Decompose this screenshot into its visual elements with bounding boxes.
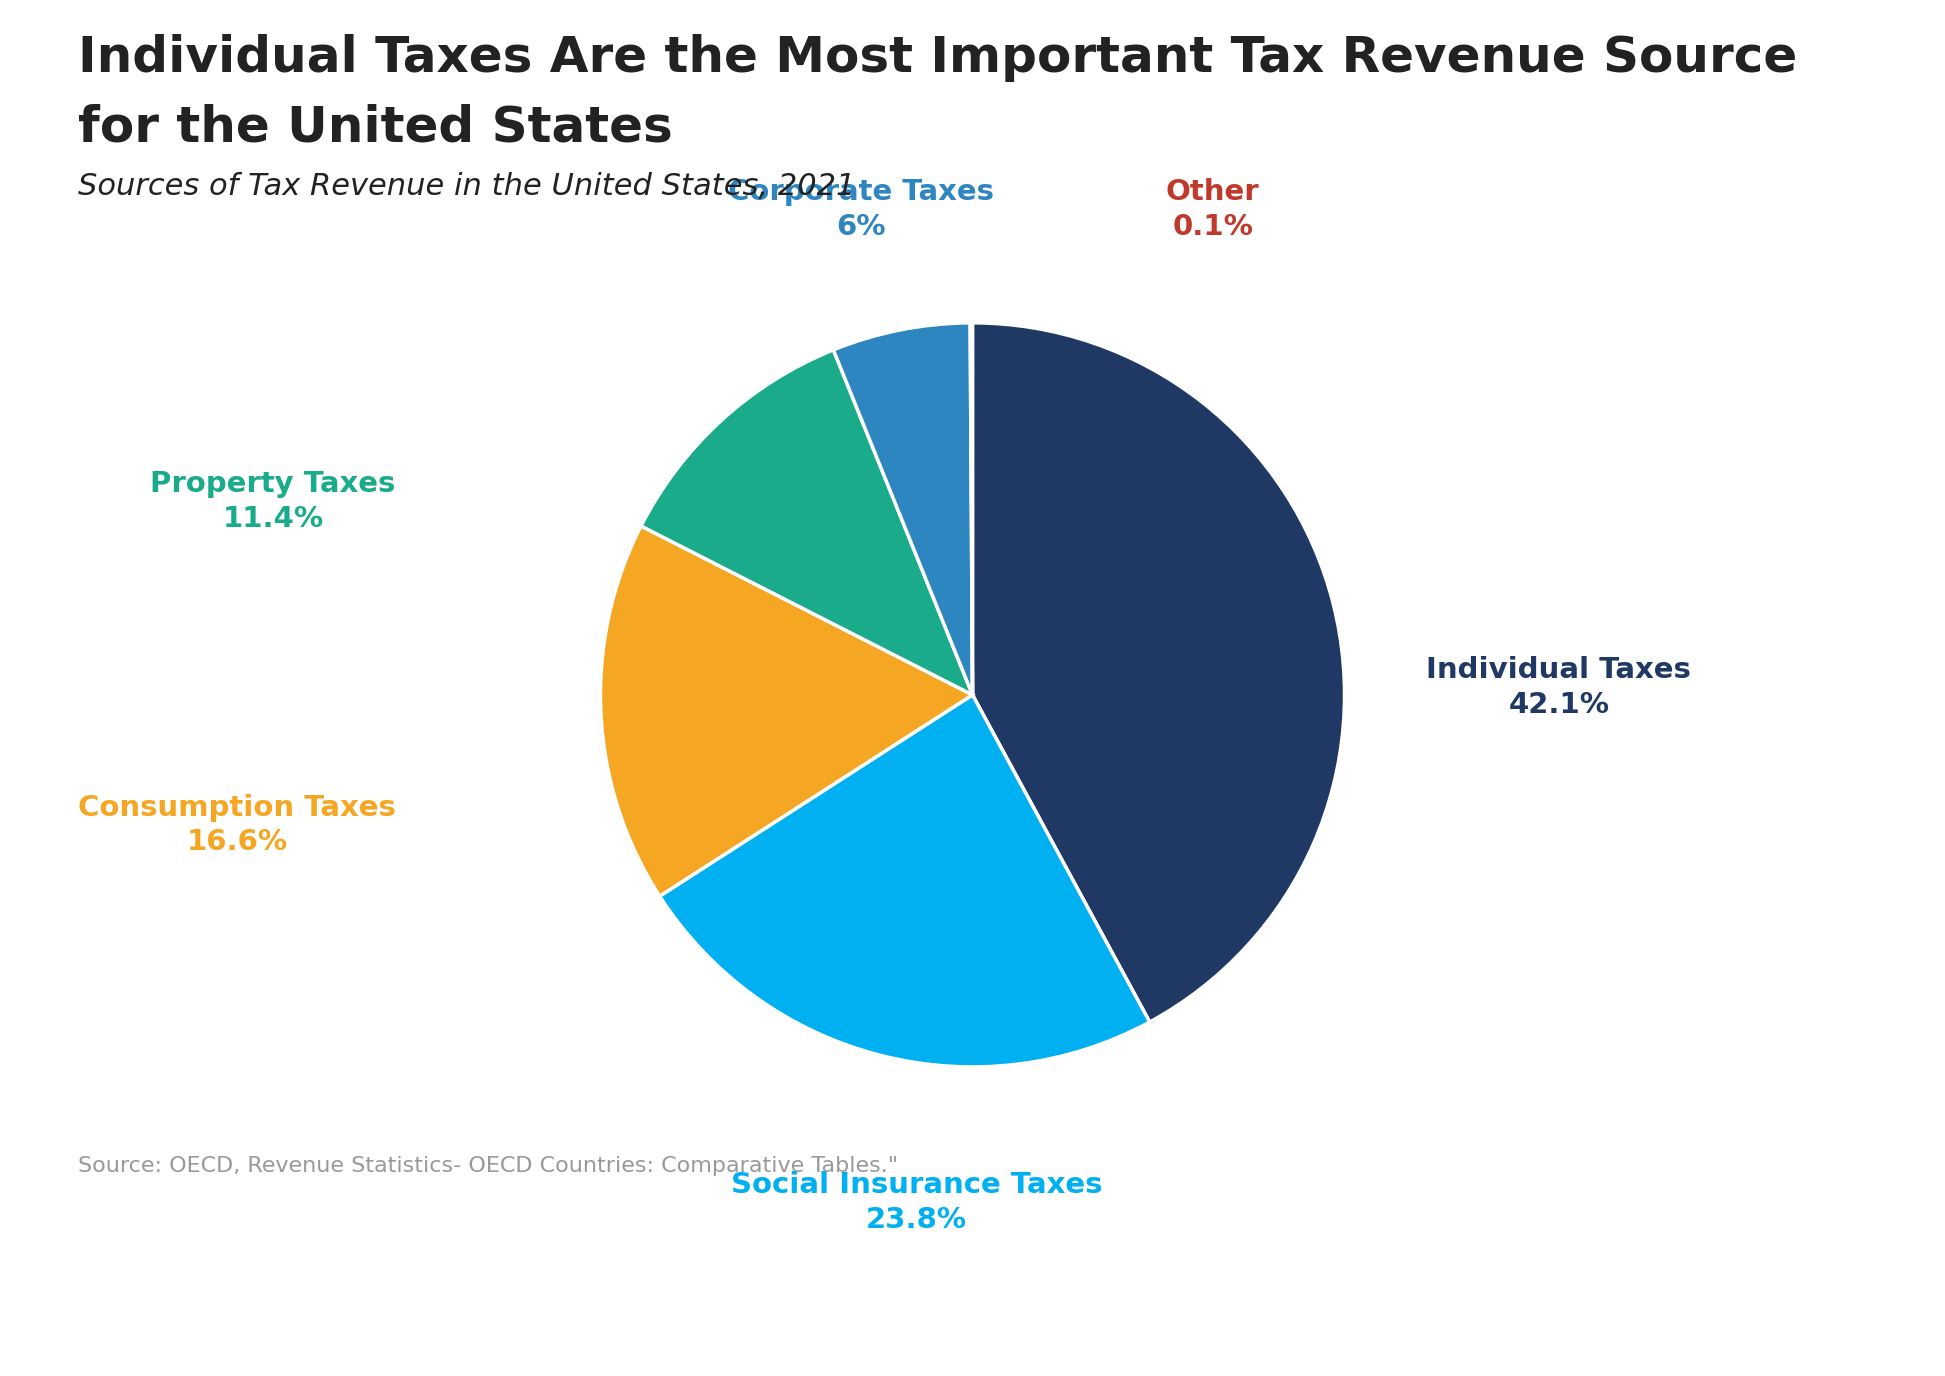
- Text: Individual Taxes Are the Most Important Tax Revenue Source: Individual Taxes Are the Most Important …: [78, 34, 1797, 83]
- Text: Other
0.1%: Other 0.1%: [1165, 179, 1260, 241]
- Text: Corporate Taxes
6%: Corporate Taxes 6%: [727, 179, 994, 241]
- Wedge shape: [971, 323, 972, 695]
- Text: Source: OECD, Revenue Statistics- OECD Countries: Comparative Tables.": Source: OECD, Revenue Statistics- OECD C…: [78, 1156, 899, 1176]
- Text: TAX FOUNDATION: TAX FOUNDATION: [49, 1293, 408, 1328]
- Text: Individual Taxes
42.1%: Individual Taxes 42.1%: [1426, 656, 1692, 718]
- Text: Sources of Tax Revenue in the United States, 2021: Sources of Tax Revenue in the United Sta…: [78, 172, 856, 201]
- Wedge shape: [642, 350, 972, 695]
- Text: @TaxFoundation: @TaxFoundation: [1562, 1293, 1896, 1328]
- Wedge shape: [601, 526, 972, 896]
- Wedge shape: [659, 695, 1149, 1066]
- Text: for the United States: for the United States: [78, 103, 673, 151]
- Wedge shape: [832, 323, 972, 695]
- Text: Consumption Taxes
16.6%: Consumption Taxes 16.6%: [78, 794, 397, 856]
- Wedge shape: [972, 323, 1344, 1022]
- Text: Property Taxes
11.4%: Property Taxes 11.4%: [150, 471, 397, 533]
- Text: Social Insurance Taxes
23.8%: Social Insurance Taxes 23.8%: [731, 1171, 1103, 1234]
